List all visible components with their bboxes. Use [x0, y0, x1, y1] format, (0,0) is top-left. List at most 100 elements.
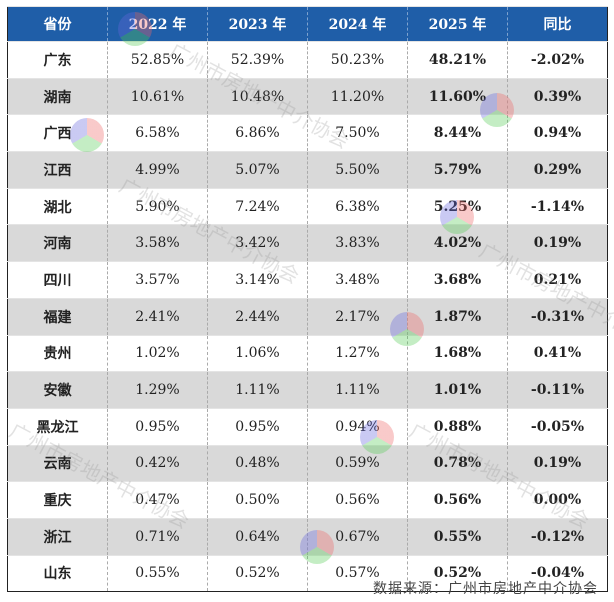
value-cell: 0.19% — [507, 224, 608, 262]
column-header: 2022 年 — [107, 6, 208, 42]
value-cell: 5.90% — [107, 187, 208, 225]
value-cell: 1.06% — [207, 334, 308, 372]
value-cell: 0.55% — [107, 554, 208, 592]
table-row: 安徽 1.29% 1.11% 1.11% 1.01% -0.11% — [7, 371, 608, 409]
table-row: 广东 52.85% 52.39% 50.23% 48.21% -2.02% — [7, 41, 608, 79]
value-cell: 0.48% — [207, 444, 308, 482]
column-header: 省份 — [7, 6, 108, 42]
value-cell: 8.44% — [407, 114, 508, 152]
value-cell: 5.25% — [407, 187, 508, 225]
source-note: 数据来源：广州市房地产中介协会 — [373, 581, 598, 597]
value-cell: 11.20% — [307, 77, 408, 115]
province-cell: 重庆 — [7, 481, 108, 519]
value-cell: 0.39% — [507, 77, 608, 115]
value-cell: 0.55% — [407, 517, 508, 556]
column-header: 2025 年 — [407, 6, 508, 42]
value-cell: 0.78% — [407, 444, 508, 482]
province-cell: 湖南 — [7, 77, 108, 115]
value-cell: 0.42% — [107, 444, 208, 482]
value-cell: 5.79% — [407, 151, 508, 189]
table-row: 黑龙江 0.95% 0.95% 0.94% 0.88% -0.05% — [7, 407, 608, 446]
province-cell: 安徽 — [7, 371, 108, 409]
value-cell: 52.85% — [107, 41, 208, 79]
table-row: 福建 2.41% 2.44% 2.17% 1.87% -0.31% — [7, 297, 608, 335]
province-cell: 山东 — [7, 554, 108, 592]
table-row: 湖南 10.61% 10.48% 11.20% 11.60% 0.39% — [7, 77, 608, 115]
value-cell: 50.23% — [307, 41, 408, 79]
value-cell: 1.02% — [107, 334, 208, 372]
value-cell: 6.38% — [307, 187, 408, 225]
value-cell: -0.04% — [507, 554, 608, 592]
province-cell: 云南 — [7, 444, 108, 482]
value-cell: 3.42% — [207, 224, 308, 262]
value-cell: 0.29% — [507, 151, 608, 189]
value-cell: 3.48% — [307, 261, 408, 299]
value-cell: 0.94% — [507, 114, 608, 152]
province-cell: 湖北 — [7, 187, 108, 225]
value-cell: 0.21% — [507, 261, 608, 299]
value-cell: 3.68% — [407, 261, 508, 299]
value-cell: 52.39% — [207, 41, 308, 79]
value-cell: 3.83% — [307, 224, 408, 262]
value-cell: 2.41% — [107, 297, 208, 335]
value-cell: 2.17% — [307, 297, 408, 335]
value-cell: 1.11% — [207, 371, 308, 409]
province-cell: 黑龙江 — [7, 407, 108, 446]
value-cell: 7.24% — [207, 187, 308, 225]
value-cell: 48.21% — [407, 41, 508, 79]
province-cell: 广西 — [7, 114, 108, 152]
table-row: 重庆 0.47% 0.50% 0.56% 0.56% 0.00% — [7, 481, 608, 519]
value-cell: 1.29% — [107, 371, 208, 409]
value-cell: -0.11% — [507, 371, 608, 409]
value-cell: 1.01% — [407, 371, 508, 409]
province-cell: 四川 — [7, 261, 108, 299]
value-cell: 0.56% — [307, 481, 408, 519]
value-cell: 0.59% — [307, 444, 408, 482]
value-cell: 6.58% — [107, 114, 208, 152]
province-cell: 福建 — [7, 297, 108, 335]
value-cell: 1.68% — [407, 334, 508, 372]
value-cell: 0.52% — [407, 554, 508, 592]
province-cell: 浙江 — [7, 517, 108, 556]
table-row: 河南 3.58% 3.42% 3.83% 4.02% 0.19% — [7, 224, 608, 262]
value-cell: 6.86% — [207, 114, 308, 152]
value-cell: 5.50% — [307, 151, 408, 189]
table-row: 四川 3.57% 3.14% 3.48% 3.68% 0.21% — [7, 261, 608, 299]
province-cell: 广东 — [7, 41, 108, 79]
column-header: 2023 年 — [207, 6, 308, 42]
table-row: 贵州 1.02% 1.06% 1.27% 1.68% 0.41% — [7, 334, 608, 372]
value-cell: 4.99% — [107, 151, 208, 189]
value-cell: 0.19% — [507, 444, 608, 482]
value-cell: -1.14% — [507, 187, 608, 225]
value-cell: 7.50% — [307, 114, 408, 152]
value-cell: 0.95% — [107, 407, 208, 446]
value-cell: 11.60% — [407, 77, 508, 115]
province-cell: 江西 — [7, 151, 108, 189]
value-cell: 0.64% — [207, 517, 308, 556]
table-row: 浙江 0.71% 0.64% 0.67% 0.55% -0.12% — [7, 517, 608, 556]
value-cell: 0.52% — [207, 554, 308, 592]
value-cell: 3.58% — [107, 224, 208, 262]
column-header: 2024 年 — [307, 6, 408, 42]
province-cell: 河南 — [7, 224, 108, 262]
header-row: 省份 2022 年 2023 年 2024 年 2025 年同比 — [7, 6, 608, 42]
value-cell: 0.95% — [207, 407, 308, 446]
value-cell: 3.14% — [207, 261, 308, 299]
table-row: 广西 6.58% 6.86% 7.50% 8.44% 0.94% — [7, 114, 608, 152]
value-cell: -0.31% — [507, 297, 608, 335]
value-cell: 0.56% — [407, 481, 508, 519]
value-cell: 1.11% — [307, 371, 408, 409]
value-cell: 2.44% — [207, 297, 308, 335]
value-cell: -2.02% — [507, 41, 608, 79]
value-cell: 5.07% — [207, 151, 308, 189]
value-cell: 0.71% — [107, 517, 208, 556]
table-row: 云南 0.42% 0.48% 0.59% 0.78% 0.19% — [7, 444, 608, 482]
table-row: 湖北 5.90% 7.24% 6.38% 5.25% -1.14% — [7, 187, 608, 225]
value-cell: 0.94% — [307, 407, 408, 446]
value-cell: 10.61% — [107, 77, 208, 115]
value-cell: 0.47% — [107, 481, 208, 519]
value-cell: 1.87% — [407, 297, 508, 335]
province-cell: 贵州 — [7, 334, 108, 372]
value-cell: 0.88% — [407, 407, 508, 446]
table-row: 山东 0.55% 0.52% 0.57% 0.52% -0.04% — [7, 554, 608, 592]
